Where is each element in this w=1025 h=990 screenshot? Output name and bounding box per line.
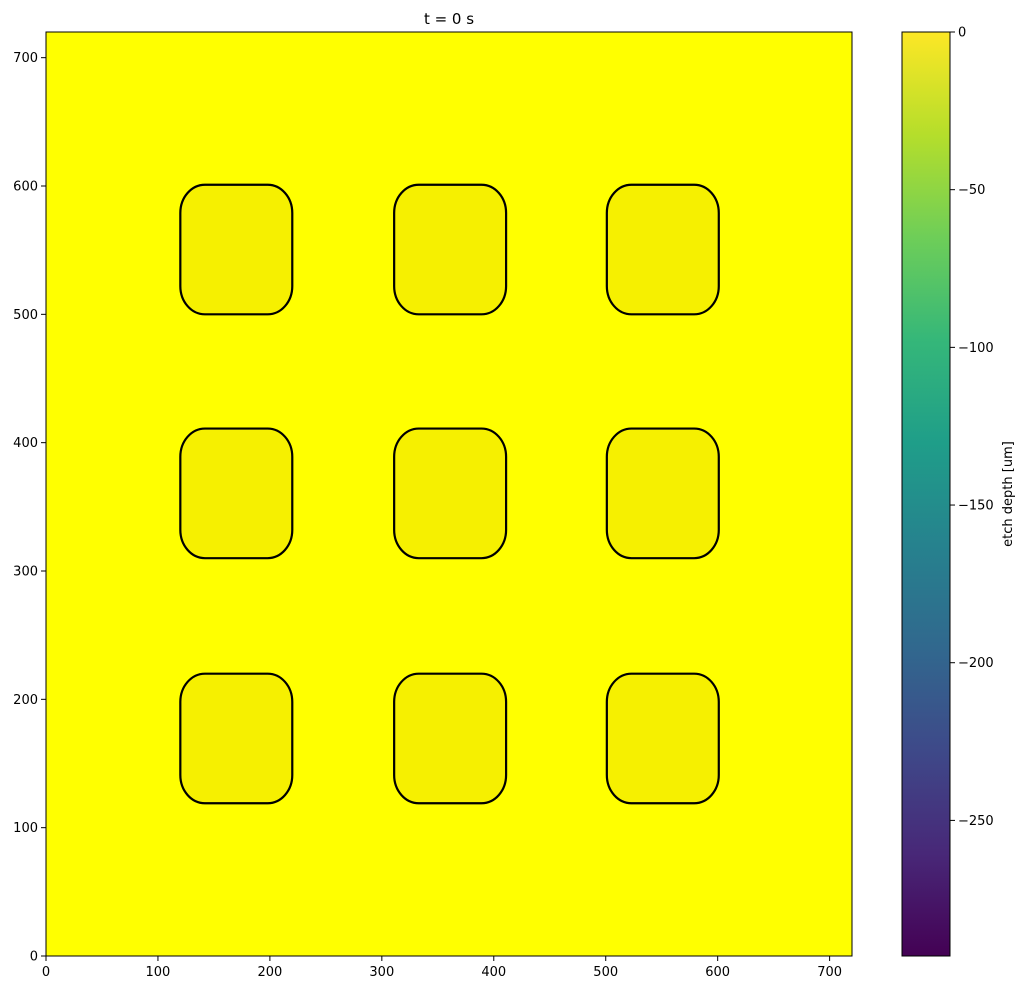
colorbar-tick-label: −250 xyxy=(958,814,994,829)
y-tick-label: 100 xyxy=(13,821,38,836)
y-tick-label: 200 xyxy=(13,693,38,708)
y-tick-label: 600 xyxy=(13,180,38,195)
colorbar xyxy=(902,32,950,956)
x-tick-label: 300 xyxy=(369,965,394,980)
etch-pocket-7 xyxy=(179,672,294,805)
y-tick-label: 700 xyxy=(13,51,38,66)
colorbar-tick-label: −200 xyxy=(958,656,994,671)
x-tick-label: 100 xyxy=(146,965,171,980)
etch-pocket-3 xyxy=(605,183,720,316)
x-tick-label: 400 xyxy=(481,965,506,980)
etch-pocket-1 xyxy=(179,183,294,316)
colorbar-tick-label: −100 xyxy=(958,341,994,356)
colorbar-frame xyxy=(901,31,951,957)
colorbar-tick-label: −150 xyxy=(958,499,994,514)
plot-frame xyxy=(45,31,853,957)
etch-pocket-2 xyxy=(393,183,508,316)
x-tick-label: 500 xyxy=(593,965,618,980)
etch-pocket-6 xyxy=(605,427,720,560)
colorbar-label: etch depth [um] xyxy=(1001,441,1016,547)
colorbar-tick-label: 0 xyxy=(958,26,966,41)
etch-pockets xyxy=(179,183,720,805)
y-tick-label: 300 xyxy=(13,565,38,580)
x-tick-label: 200 xyxy=(257,965,282,980)
etch-pocket-4 xyxy=(179,427,294,560)
etch-pocket-8 xyxy=(393,672,508,805)
y-tick-label: 400 xyxy=(13,436,38,451)
x-tick-label: 700 xyxy=(817,965,842,980)
chart-title: t = 0 s xyxy=(424,10,474,28)
x-axis: 0 100 200 300 400 500 600 700 xyxy=(42,956,842,980)
y-axis: 0 100 200 300 400 500 600 700 xyxy=(13,51,46,965)
etch-pocket-9 xyxy=(605,672,720,805)
etch-pocket-5 xyxy=(393,427,508,560)
y-tick-label: 0 xyxy=(30,950,38,965)
colorbar-tick-label: −50 xyxy=(958,183,985,198)
x-tick-label: 600 xyxy=(705,965,730,980)
colorbar-axis: 0 −50 −100 −150 −200 −250 xyxy=(950,26,994,829)
y-tick-label: 500 xyxy=(13,308,38,323)
x-tick-label: 0 xyxy=(42,965,50,980)
